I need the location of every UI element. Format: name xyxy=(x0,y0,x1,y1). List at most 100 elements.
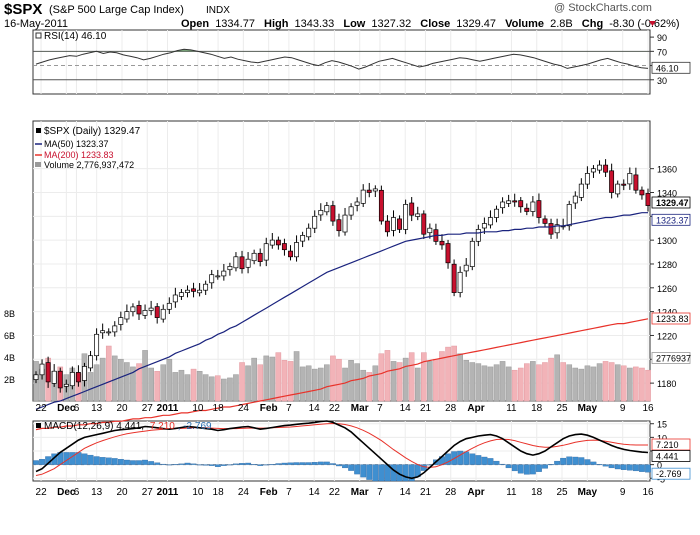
macd-x-axis-label: 18 xyxy=(531,487,543,498)
candle-body xyxy=(172,294,178,303)
candle-body xyxy=(142,310,148,316)
candle-body xyxy=(451,263,457,293)
candle-body xyxy=(306,227,312,238)
macd-histogram-bar xyxy=(626,464,633,471)
volume-bar xyxy=(287,361,294,402)
macd-histogram-bar xyxy=(208,464,215,466)
candle-body xyxy=(469,240,475,267)
candle-body xyxy=(475,229,481,242)
ma200-line xyxy=(35,318,649,431)
volume-bar xyxy=(499,361,506,402)
macd-histogram-bar xyxy=(93,456,100,465)
quote-summary: Open 1334.77 High 1343.33 Low 1327.32 Cl… xyxy=(181,18,680,30)
macd-histogram-bar xyxy=(542,464,548,469)
candle-body xyxy=(627,173,633,185)
macd-histogram-bar xyxy=(275,463,282,465)
volume-bar xyxy=(536,364,542,402)
ma50-value-label: 1323.37 xyxy=(656,215,689,225)
volume-bar xyxy=(342,367,348,402)
volume-bar xyxy=(560,362,566,402)
volume-legend-swatch xyxy=(35,162,41,167)
candle-body xyxy=(257,252,263,262)
candle-body xyxy=(384,220,390,233)
candle-body xyxy=(421,213,427,235)
volume-bar xyxy=(172,372,179,402)
macd-histogram-bar xyxy=(160,463,167,465)
x-axis-label: Feb xyxy=(260,403,278,414)
x-axis-label: 10 xyxy=(192,403,204,414)
volume-bar xyxy=(548,357,554,402)
x-axis-label: 11 xyxy=(506,403,517,414)
volume-bar xyxy=(578,368,585,402)
volume-bar xyxy=(384,350,391,402)
x-axis-label: 9 xyxy=(620,403,626,414)
macd-histogram-bar xyxy=(348,464,355,471)
rsi-tick-label: 30 xyxy=(657,76,667,86)
x-axis-label: 14 xyxy=(400,403,412,414)
volume-bar xyxy=(142,350,148,402)
volume-bar xyxy=(427,361,433,402)
volume-value-label: 2776937 xyxy=(656,354,691,364)
candle-body xyxy=(518,200,524,208)
volume-bar xyxy=(372,365,379,402)
candle-body xyxy=(94,333,100,357)
candle-body xyxy=(481,223,487,229)
low-value: 1327.32 xyxy=(371,18,411,30)
open-value: 1334.77 xyxy=(215,18,255,30)
x-axis-label: Apr xyxy=(467,403,484,414)
volume-bar xyxy=(633,366,639,402)
rsi-legend-text: RSI(14) 46.10 xyxy=(44,31,107,42)
macd-histogram-bar xyxy=(620,464,627,470)
index-name: (S&P 500 Large Cap Index) xyxy=(49,4,184,16)
macd-histogram-bar xyxy=(154,462,161,465)
macd-x-axis-label: 20 xyxy=(116,487,128,498)
x-axis-label: 18 xyxy=(531,403,543,414)
candle-body xyxy=(578,183,584,198)
candle-body xyxy=(106,331,112,334)
candle-body xyxy=(397,218,402,230)
volume-bar xyxy=(305,365,312,402)
signal-value-label-box xyxy=(651,438,691,451)
macd-histogram-bar xyxy=(111,458,118,465)
volume-bar xyxy=(530,361,536,402)
volume-bar xyxy=(221,378,227,402)
candle-body xyxy=(166,302,172,310)
macd-x-axis-label: 24 xyxy=(238,487,250,498)
candle-body xyxy=(603,164,609,173)
x-axis-label: 27 xyxy=(142,403,154,414)
price-tick-label: 1280 xyxy=(657,260,677,270)
candle-body xyxy=(263,243,269,261)
candle-body xyxy=(154,306,160,318)
macd-legend-part-3: , -2.769 xyxy=(178,421,212,432)
macd-x-axis-label: 10 xyxy=(192,487,204,498)
macd-x-axis-label: 27 xyxy=(142,487,154,498)
candle-body xyxy=(548,223,554,235)
macd-histogram-bar xyxy=(469,453,476,465)
volume-bar xyxy=(414,367,421,402)
macd-histogram-bar xyxy=(566,456,573,465)
x-axis-label: 16 xyxy=(642,403,654,414)
x-axis-label: 21 xyxy=(420,403,432,414)
candle-body xyxy=(136,305,142,315)
macd-histogram-bar xyxy=(354,464,361,475)
macd-histogram-bar xyxy=(281,462,288,465)
volume-bar xyxy=(196,371,203,402)
candle-body xyxy=(130,306,136,313)
volume-tick-label: 8B xyxy=(4,309,15,319)
x-axis-label: 6 xyxy=(74,403,80,414)
macd-x-axis-label: 18 xyxy=(213,487,225,498)
macd-histogram-bar xyxy=(124,459,130,465)
macd-histogram-bar xyxy=(475,455,482,465)
macd-histogram-bar xyxy=(305,462,312,465)
symbol: $SPX xyxy=(4,1,42,18)
chg-value: -8.30 (-0.62%) xyxy=(609,18,679,30)
macd-histogram-bar xyxy=(287,462,294,465)
high-label: High xyxy=(264,18,289,30)
candle-body xyxy=(536,200,542,218)
macd-x-axis-label: Apr xyxy=(467,487,484,498)
volume-bar xyxy=(645,369,651,402)
hist-value-label: -2.769 xyxy=(656,469,682,479)
macd-histogram-bar xyxy=(99,457,106,465)
candle-body xyxy=(494,208,499,218)
macd-histogram-bar xyxy=(172,464,179,466)
